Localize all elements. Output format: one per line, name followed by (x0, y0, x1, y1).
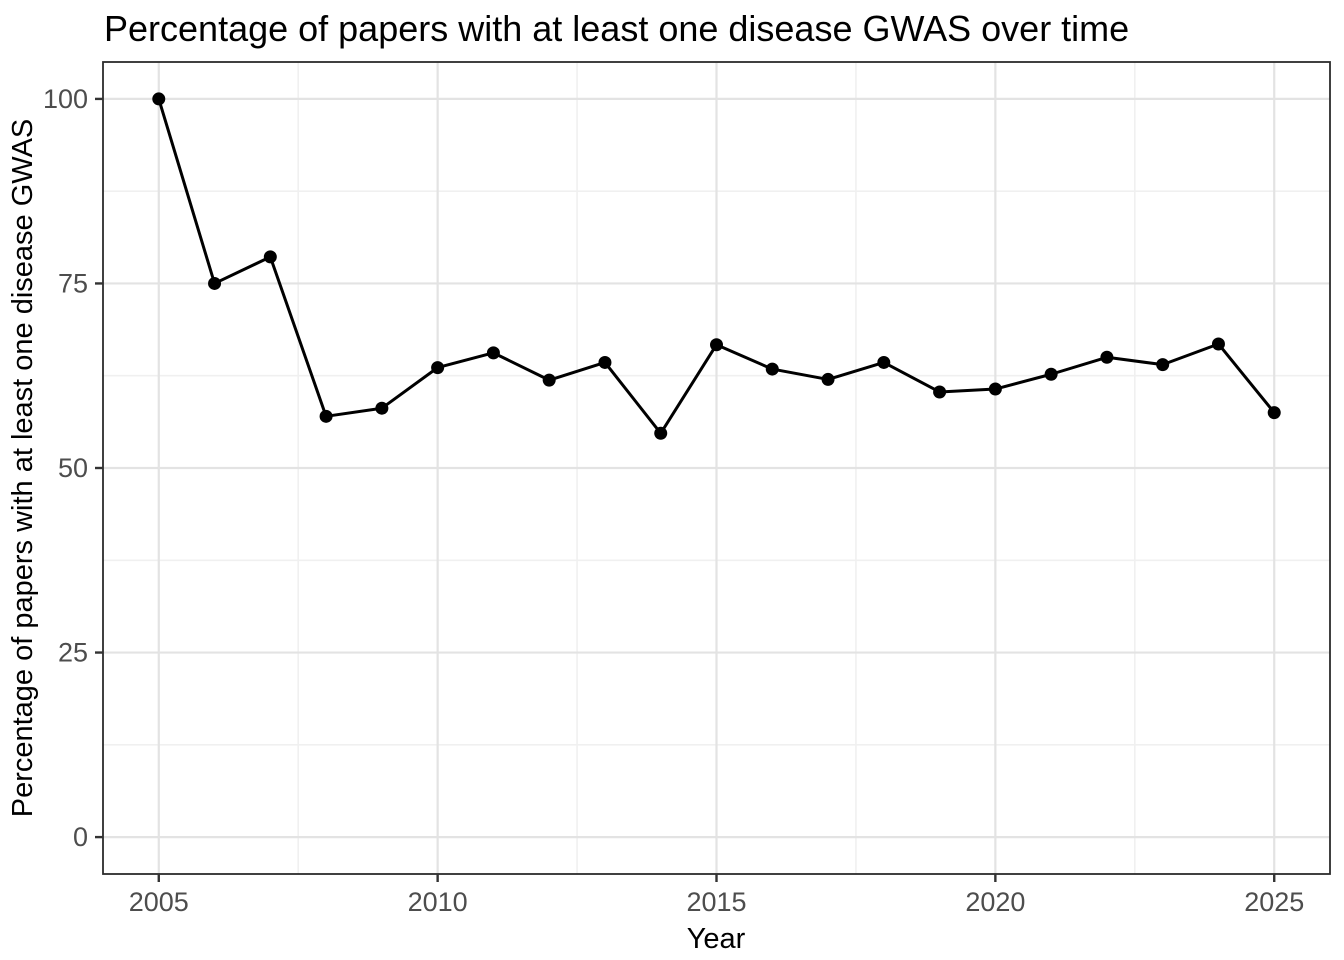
x-tick-label: 2015 (686, 887, 746, 917)
data-point (208, 276, 222, 290)
data-point (486, 346, 500, 360)
data-point (1211, 337, 1225, 351)
x-tick-label: 2005 (129, 887, 189, 917)
data-point (1100, 350, 1114, 364)
data-point (1044, 367, 1058, 381)
data-point (598, 355, 612, 369)
x-axis-title: Year (687, 923, 746, 955)
data-point (933, 385, 947, 399)
data-point (710, 338, 723, 352)
x-tick-label: 2025 (1244, 887, 1304, 917)
data-point (877, 355, 891, 369)
x-tick-label: 2020 (965, 887, 1025, 917)
y-axis-title: Percentage of papers with at least one d… (7, 119, 39, 818)
data-point (1156, 358, 1170, 372)
data-point (542, 373, 556, 387)
data-point (319, 409, 333, 423)
data-point (1267, 406, 1281, 420)
data-point (988, 382, 1002, 396)
data-point (431, 361, 445, 375)
y-tick-label: 0 (73, 822, 88, 852)
data-point (821, 372, 835, 386)
plot-area: 2005 2010 2015 2020 2025 0 25 50 75 100 (43, 61, 1331, 917)
x-tick-label: 2010 (408, 887, 468, 917)
data-point (654, 426, 668, 440)
data-point (263, 250, 277, 264)
data-point (375, 401, 389, 415)
data-point (765, 362, 779, 376)
y-tick-label: 50 (58, 453, 88, 483)
chart-title: Percentage of papers with at least one d… (104, 8, 1129, 49)
data-point (152, 92, 166, 106)
y-tick-label: 75 (58, 268, 88, 298)
y-tick-label: 25 (58, 638, 88, 668)
y-tick-label: 100 (43, 84, 88, 114)
